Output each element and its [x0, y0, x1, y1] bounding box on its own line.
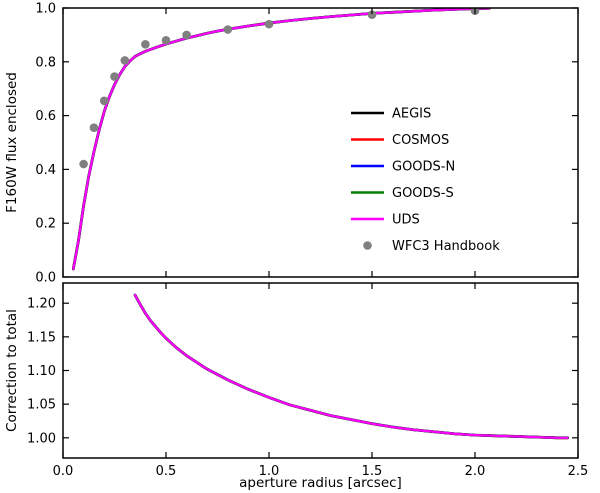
x-tick-label: 1.0 — [259, 464, 280, 479]
y-tick-label: 0.4 — [35, 163, 56, 178]
bottom-frame — [62, 282, 579, 459]
legend-label: COSMOS — [392, 133, 449, 148]
y-tick-label: 1.20 — [27, 297, 56, 312]
y-axis-title-top: F160W flux enclosed — [4, 72, 20, 213]
top-panel: 0.0 0.2 0.4 0.6 0.8 1.0 F160W flux enclosed — [4, 2, 579, 286]
legend-item-goods-n: GOODS-N — [351, 160, 455, 175]
legend-item-goods-s: GOODS-S — [351, 186, 454, 201]
y-tick-label: 1.0 — [35, 2, 56, 17]
y-tick-label: 0.2 — [35, 217, 56, 232]
legend-item-cosmos: COSMOS — [351, 133, 449, 148]
legend-label: AEGIS — [392, 107, 431, 122]
y-tick-label: 0.0 — [35, 271, 56, 286]
top-frame — [62, 7, 579, 278]
y-tick-label: 1.00 — [27, 431, 56, 446]
legend-label: GOODS-N — [392, 160, 455, 175]
x-tick-label: 1.5 — [362, 464, 383, 479]
series-line-goods-n — [133, 293, 569, 440]
y-tick-label: 0.8 — [35, 55, 56, 70]
legend-label: GOODS-S — [392, 186, 454, 201]
x-axis-title: aperture radius [arcsec] — [239, 475, 402, 491]
series-line-aegis — [133, 293, 570, 440]
y-tick-label: 1.10 — [27, 364, 56, 379]
handbook-point — [161, 35, 171, 45]
legend-label: WFC3 Handbook — [392, 239, 500, 254]
x-tick-label: 0.0 — [53, 464, 74, 479]
legend-marker-sample — [363, 241, 372, 250]
handbook-point — [120, 56, 130, 65]
legend-item-aegis: AEGIS — [351, 107, 431, 122]
y-tick-label: 1.15 — [27, 330, 56, 345]
bottom-panel: 0.0 0.5 1.0 1.5 2.0 2.5 1.00 1.05 1.10 1.15 1.20 Co… — [4, 282, 589, 479]
legend-item-wfc3-handbook: WFC3 Handbook — [363, 239, 500, 254]
handbook-point — [223, 25, 233, 34]
bottom-plot-area — [133, 293, 570, 440]
series-line-goods-s — [133, 293, 569, 440]
legend-label: UDS — [392, 213, 420, 228]
handbook-point — [99, 96, 109, 106]
handbook-point — [182, 30, 191, 40]
handbook-point — [110, 72, 119, 81]
handbook-point — [367, 10, 377, 20]
handbook-point — [141, 40, 150, 49]
legend: AEGIS COSMOS GOODS-N GOODS-S UDS WFC3 Handboo… — [351, 107, 500, 254]
y-tick-label: 1.05 — [27, 398, 56, 413]
series-line-uds — [134, 294, 569, 439]
handbook-point — [264, 19, 274, 29]
y-tick-label: 0.6 — [35, 109, 56, 124]
legend-item-uds: UDS — [351, 213, 420, 228]
top-plot-area — [71, 8, 491, 271]
x-tick-label: 2.5 — [568, 464, 589, 479]
series-line-cosmos — [133, 293, 570, 440]
x-tick-label: 2.0 — [465, 464, 486, 479]
handbook-point — [89, 123, 99, 133]
handbook-point — [79, 159, 88, 169]
y-axis-title-bottom: Correction to total — [4, 309, 20, 432]
x-tick-label: 0.5 — [156, 464, 177, 479]
